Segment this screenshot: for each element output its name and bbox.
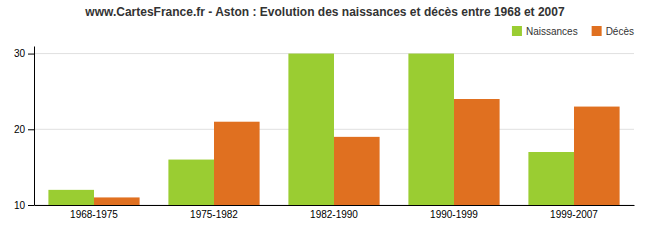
y-tick: 10 — [14, 200, 34, 211]
bar — [94, 197, 140, 205]
bars — [48, 54, 619, 205]
plot: 1968-1975 1975-1982 1982-1990 1990-1999 1999… — [14, 47, 635, 229]
x-tick-label: 1975-1982 — [190, 209, 238, 220]
y-tick: 20 — [14, 124, 34, 135]
series — [94, 99, 620, 205]
bar — [168, 160, 214, 205]
x-tick-label: 1999-2007 — [550, 209, 598, 220]
y-tick-mark — [28, 54, 34, 55]
y-tick-mark — [28, 129, 34, 130]
series — [48, 54, 574, 205]
bar — [48, 190, 94, 205]
x-tick-label: 1982-1990 — [310, 209, 358, 220]
x-tick: 1975-1982 — [190, 209, 238, 220]
legend-label: Naissances — [526, 26, 578, 37]
chart: www.CartesFrance.fr - Aston : Evolution … — [0, 0, 650, 229]
bar — [574, 107, 620, 205]
legend-label: Décès — [606, 26, 634, 37]
y-tick-mark — [28, 205, 34, 206]
x-tick: 1990-1999 — [430, 209, 478, 220]
y-tick-label: 10 — [14, 200, 26, 211]
bar — [288, 54, 334, 205]
legend: Naissances Décès — [512, 26, 634, 37]
bar — [334, 137, 380, 205]
y-axis-line — [34, 47, 35, 206]
x-axis: 1968-1975 1975-1982 1982-1990 1990-1999 1999… — [35, 206, 635, 221]
title: www.CartesFrance.fr - Aston : Evolution … — [84, 5, 565, 19]
legend-swatch — [592, 26, 602, 36]
x-tick: 1999-2007 — [550, 209, 598, 220]
legend-item: Décès — [592, 26, 634, 37]
legend-swatch — [512, 26, 522, 36]
bar — [408, 54, 454, 205]
y-tick: 30 — [14, 48, 34, 59]
y-axis: 10 20 30 — [14, 47, 35, 211]
bar — [214, 122, 260, 205]
x-tick-label: 1990-1999 — [430, 209, 478, 220]
x-tick-label: 1968-1975 — [70, 209, 118, 220]
legend-item: Naissances — [512, 26, 578, 37]
y-tick-label: 30 — [14, 48, 26, 59]
y-tick-label: 20 — [14, 124, 26, 135]
x-tick: 1982-1990 — [310, 209, 358, 220]
x-axis-line — [35, 205, 635, 206]
x-tick: 1968-1975 — [70, 209, 118, 220]
bar — [454, 99, 500, 205]
bar — [528, 152, 574, 205]
